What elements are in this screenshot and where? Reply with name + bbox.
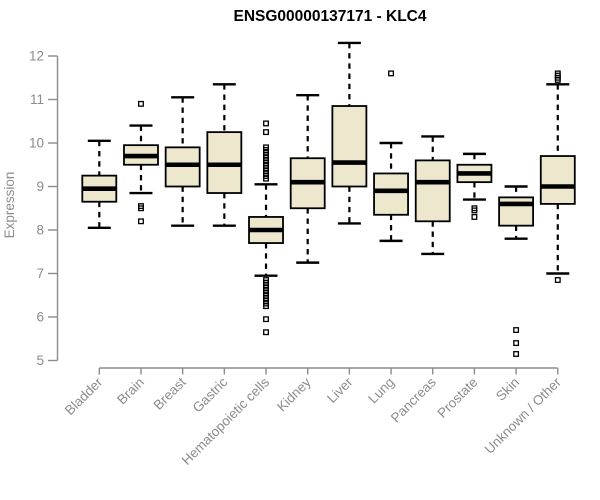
iqr-box [414,159,451,223]
x-category-label: Gastric [190,374,231,415]
box-series [81,41,576,357]
outlier-point [513,340,520,347]
iqr-box [539,155,576,205]
x-category-label: Prostate [434,375,480,421]
outlier-point [513,351,520,357]
outlier-point [263,303,269,310]
box-gastric [206,83,243,227]
box-lung [373,70,409,243]
outlier-point [263,329,269,336]
outlier-point [513,327,520,333]
box-liver [331,41,368,225]
outlier-point [263,129,269,136]
x-category-label: Brain [114,375,147,408]
x-category-label: Bladder [62,374,106,418]
outlier-point [554,76,561,83]
outlier-point [138,205,144,212]
box-brain [123,100,159,225]
y-tick-label: 8 [36,223,44,238]
box-bladder [81,139,118,230]
box-pancreas [414,135,451,256]
box-kidney [289,93,326,264]
x-category-label: Liver [324,374,356,406]
box-breast [164,96,201,227]
x-category-label: Kidney [274,374,314,414]
iqr-box [373,172,409,216]
y-axis-label: Expression [2,172,17,239]
y-tick-label: 7 [36,266,44,281]
x-category-label: Skin [493,375,522,404]
outlier-point [263,316,269,323]
x-category-label: Pancreas [388,374,439,425]
outlier-point [471,207,478,214]
x-category-label: Unknown / Other [482,374,565,457]
y-tick-label: 9 [36,179,44,194]
y-tick-label: 6 [36,310,44,325]
x-category-label: Lung [365,375,397,407]
chart-title: ENSG00000137171 - KLC4 [233,8,426,25]
y-tick-label: 10 [29,136,44,151]
y-tick-label: 11 [30,92,44,107]
outlier-point [263,120,269,127]
outlier-point [138,100,144,107]
box-prostate [456,152,493,220]
y-tick-label: 12 [29,49,44,64]
outlier-point [554,277,561,283]
box-hematopoietic-cells [248,120,284,336]
outlier-point [263,175,269,182]
box-unknown-other [539,70,576,283]
y-tick-label: 5 [36,353,44,368]
outlier-point [388,70,395,77]
outlier-point [471,213,478,220]
x-category-label: Breast [151,374,189,412]
outlier-point [138,218,144,225]
box-skin [498,185,535,357]
iqr-box [331,105,368,188]
